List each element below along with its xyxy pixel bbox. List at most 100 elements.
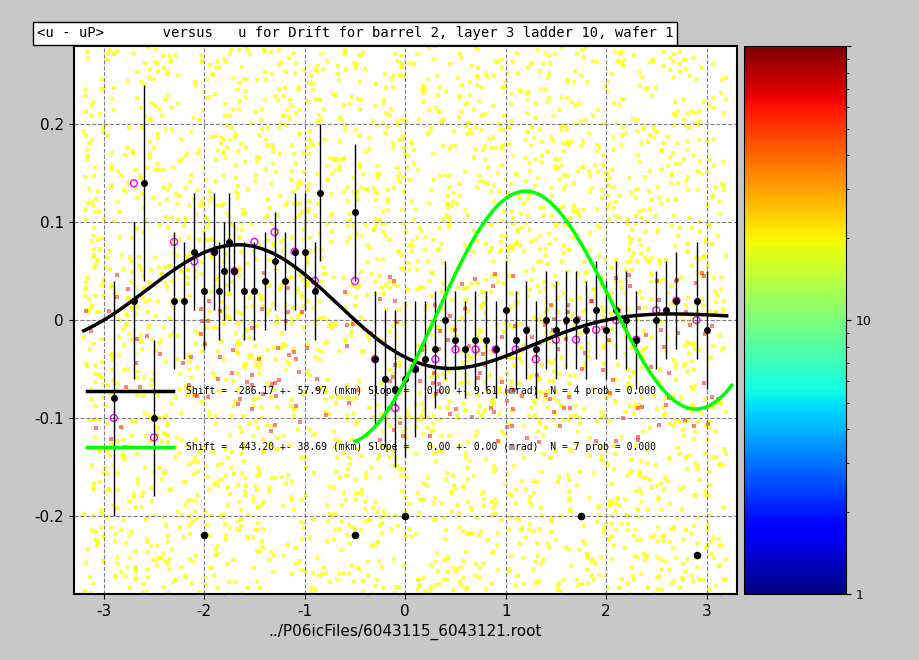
Point bbox=[319, 160, 334, 171]
Point bbox=[517, 218, 532, 228]
Point bbox=[156, 428, 171, 439]
Point bbox=[357, 64, 372, 75]
Point bbox=[562, 475, 576, 485]
Point bbox=[315, 269, 330, 280]
Point bbox=[713, 397, 728, 408]
Point bbox=[476, 500, 491, 511]
Point bbox=[478, 308, 493, 319]
Point bbox=[716, 343, 731, 353]
Point bbox=[390, 461, 404, 471]
Point bbox=[549, 165, 563, 176]
Point bbox=[278, 315, 293, 326]
Point bbox=[517, 266, 532, 277]
Point bbox=[667, 416, 682, 426]
Point bbox=[247, 341, 262, 351]
Point bbox=[162, 260, 176, 271]
Point bbox=[483, 547, 498, 558]
Point bbox=[122, 123, 137, 133]
Point bbox=[505, 490, 519, 500]
Point bbox=[684, 570, 698, 581]
Point bbox=[501, 489, 516, 500]
Point bbox=[232, 103, 246, 114]
Point bbox=[372, 471, 387, 482]
Point bbox=[548, 335, 562, 345]
Point bbox=[143, 541, 158, 552]
Point bbox=[427, 41, 442, 51]
Point bbox=[679, 337, 694, 347]
Point bbox=[522, 158, 537, 168]
Point bbox=[441, 217, 456, 228]
Point bbox=[490, 168, 505, 179]
Point bbox=[519, 88, 534, 99]
Point bbox=[434, 498, 448, 508]
Point bbox=[157, 412, 172, 423]
Point bbox=[666, 298, 681, 309]
Point bbox=[177, 571, 192, 581]
Point bbox=[292, 128, 307, 139]
Point bbox=[461, 528, 476, 539]
Point bbox=[350, 59, 365, 69]
Point bbox=[505, 383, 519, 393]
Point bbox=[362, 514, 377, 525]
Point bbox=[500, 385, 515, 396]
Point bbox=[200, 222, 215, 232]
Point bbox=[239, 480, 254, 491]
Point bbox=[570, 167, 584, 178]
Point bbox=[290, 424, 305, 434]
Point bbox=[109, 46, 124, 56]
Point bbox=[201, 296, 216, 307]
Point bbox=[353, 525, 368, 535]
Point bbox=[251, 524, 266, 535]
Point bbox=[398, 531, 413, 542]
Point bbox=[399, 284, 414, 294]
Point bbox=[187, 550, 202, 561]
Point bbox=[672, 223, 686, 234]
Point bbox=[348, 63, 363, 73]
Point bbox=[420, 412, 435, 422]
Point bbox=[426, 362, 441, 373]
Point bbox=[460, 356, 474, 366]
Point bbox=[459, 405, 473, 416]
Point bbox=[611, 190, 626, 201]
Point bbox=[390, 56, 404, 67]
Point bbox=[311, 296, 325, 306]
Point bbox=[249, 152, 264, 162]
Point bbox=[341, 568, 356, 578]
Point bbox=[702, 306, 717, 316]
Point bbox=[480, 178, 494, 188]
Point bbox=[400, 442, 414, 453]
Point bbox=[504, 376, 518, 386]
Point bbox=[238, 73, 253, 84]
Point bbox=[682, 71, 697, 81]
Point bbox=[704, 239, 719, 249]
Point bbox=[632, 285, 647, 296]
Point bbox=[530, 393, 545, 403]
Point bbox=[146, 193, 161, 203]
Point bbox=[426, 411, 441, 421]
Point bbox=[562, 294, 577, 305]
Point bbox=[591, 250, 606, 261]
Point bbox=[90, 541, 105, 551]
Point bbox=[344, 393, 358, 404]
Point bbox=[568, 409, 583, 420]
Point bbox=[221, 313, 236, 323]
Point bbox=[384, 104, 399, 114]
Point bbox=[144, 379, 159, 390]
Point bbox=[248, 253, 263, 264]
Point bbox=[651, 254, 665, 265]
Point bbox=[668, 362, 683, 373]
Point bbox=[589, 140, 604, 150]
Point bbox=[168, 575, 183, 585]
Point bbox=[635, 123, 650, 134]
Point bbox=[335, 114, 349, 125]
Point bbox=[246, 563, 261, 574]
Point bbox=[577, 268, 592, 279]
Point bbox=[84, 110, 98, 120]
Point bbox=[86, 171, 101, 182]
Point bbox=[460, 341, 475, 352]
Point bbox=[607, 211, 621, 222]
Point bbox=[617, 288, 631, 298]
Point bbox=[458, 583, 472, 594]
Point bbox=[385, 368, 400, 378]
Point bbox=[633, 213, 648, 223]
